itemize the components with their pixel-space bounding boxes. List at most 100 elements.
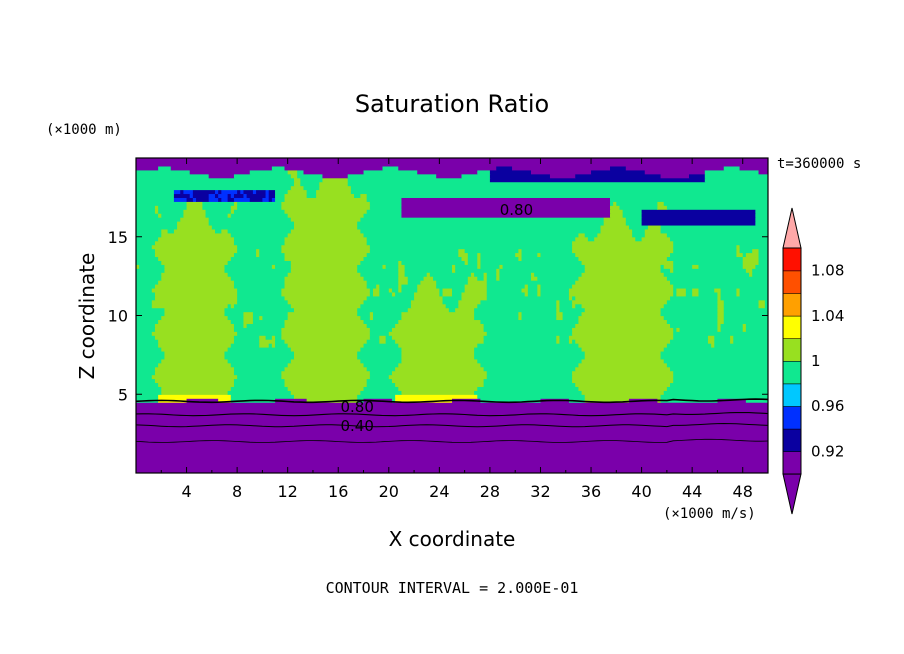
field-cell — [284, 378, 368, 384]
field-cell — [622, 213, 643, 218]
field-cell — [758, 248, 768, 254]
field-cell — [480, 319, 579, 324]
field-cell — [136, 276, 162, 281]
field-cell — [467, 280, 488, 285]
field-cell — [136, 319, 159, 324]
contour-label: 0.80 — [340, 398, 373, 416]
field-cell — [297, 169, 305, 175]
field-cell — [619, 205, 658, 210]
field-cell — [136, 224, 178, 230]
field-cell — [391, 291, 396, 297]
field-cell — [139, 264, 166, 269]
field-cell — [164, 354, 226, 360]
field-cell — [227, 390, 292, 395]
field-cell — [391, 327, 485, 332]
field-cell — [237, 201, 282, 206]
field-cell — [281, 205, 371, 210]
field-cell — [290, 173, 298, 179]
field-cell — [591, 169, 646, 175]
field-cell — [136, 347, 162, 352]
field-cell — [610, 201, 614, 206]
field-cell — [227, 228, 292, 234]
field-cell — [739, 244, 768, 250]
field-cell — [136, 469, 768, 473]
field-cell — [578, 315, 665, 321]
field-cell — [455, 264, 478, 269]
field-cell — [401, 213, 611, 218]
colorbar-tick-label: 0.92 — [811, 442, 844, 460]
field-cell — [136, 366, 156, 372]
y-axis-ticks: 5 10 15 — [108, 228, 768, 404]
field-cell — [537, 276, 579, 281]
field-cell — [136, 331, 153, 336]
field-cell — [294, 307, 358, 313]
field-cell — [136, 213, 159, 218]
field-cell — [136, 268, 166, 273]
field-cell — [237, 248, 257, 254]
field-cell — [230, 343, 260, 348]
field-cell — [322, 177, 349, 183]
field-cell — [692, 287, 700, 293]
field-cell — [660, 354, 768, 360]
x-tick-label: 8 — [232, 482, 242, 501]
field-cell — [237, 287, 282, 293]
field-cell — [752, 268, 768, 273]
field-cell — [208, 193, 216, 198]
colorbar-under-triangle — [782, 473, 802, 515]
field-cell — [284, 165, 384, 171]
field-cell — [205, 209, 232, 214]
field-cell — [230, 256, 286, 261]
field-cell — [136, 177, 295, 183]
field-cell — [537, 284, 542, 289]
field-cell — [227, 213, 232, 218]
field-cell — [136, 260, 162, 265]
field-cell — [486, 374, 573, 380]
field-cell — [673, 327, 677, 332]
field-cell — [154, 240, 235, 246]
field-cell — [366, 280, 399, 285]
field-cell — [284, 240, 368, 246]
field-cell — [452, 291, 463, 297]
x-tick-label: 40 — [631, 482, 651, 501]
field-cell — [233, 236, 286, 242]
field-cell — [518, 315, 523, 321]
field-cell — [230, 213, 289, 218]
field-cell — [755, 217, 768, 222]
x-tick-label: 20 — [379, 482, 399, 501]
field-cell — [575, 303, 583, 309]
field-cell — [723, 319, 768, 324]
field-cell — [265, 193, 270, 198]
field-cell — [622, 209, 643, 214]
field-cell — [597, 232, 633, 238]
field-cell — [477, 303, 557, 309]
field-cell — [752, 272, 768, 277]
field-cell — [467, 252, 478, 258]
field-cell — [755, 221, 768, 226]
field-cell — [136, 272, 162, 277]
field-cell — [136, 280, 159, 285]
field-cell — [644, 232, 668, 238]
field-cell — [401, 311, 475, 317]
field-cell — [467, 256, 478, 261]
field-cell — [287, 362, 365, 368]
field-cell — [496, 276, 500, 281]
field-cell — [568, 339, 573, 344]
field-cell — [720, 323, 744, 328]
field-cell — [521, 311, 557, 317]
field-cell — [189, 169, 251, 175]
field-cell — [202, 205, 232, 210]
colorbar: 0.92 0.96 1 1.04 1.08 — [782, 207, 844, 515]
field-cell — [616, 201, 658, 206]
field-cell — [401, 197, 611, 202]
field-cell — [158, 319, 232, 324]
field-cell — [720, 295, 768, 301]
field-cell — [736, 291, 741, 297]
field-cell — [136, 205, 156, 210]
field-cell — [379, 339, 387, 344]
field-cell — [271, 264, 276, 269]
field-cell — [673, 240, 768, 246]
field-cell — [657, 205, 668, 210]
field-cell — [136, 453, 768, 458]
field-cell — [689, 173, 706, 179]
field-cell — [237, 189, 241, 195]
